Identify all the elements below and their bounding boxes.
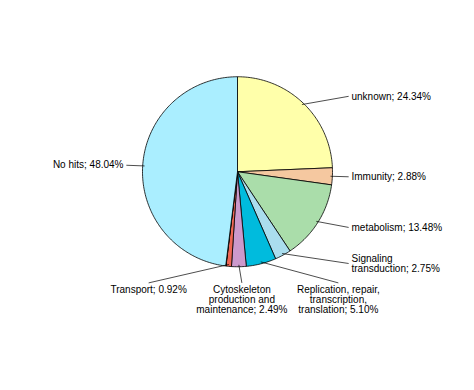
svg-text:Immunity; 2.88%: Immunity; 2.88%: [352, 171, 427, 182]
svg-text:unknown; 24.34%: unknown; 24.34%: [352, 91, 432, 102]
svg-text:Replication, repair,transcript: Replication, repair,transcription,transl…: [297, 284, 380, 315]
svg-text:No hits; 48.04%: No hits; 48.04%: [53, 159, 124, 170]
svg-text:Cytoskeletonproduction andmain: Cytoskeletonproduction andmaintenance; 2…: [196, 284, 287, 315]
svg-text:Signalingtransduction; 2.75%: Signalingtransduction; 2.75%: [352, 253, 440, 274]
svg-text:Transport; 0.92%: Transport; 0.92%: [110, 284, 186, 295]
svg-text:metabolism; 13.48%: metabolism; 13.48%: [352, 222, 443, 233]
